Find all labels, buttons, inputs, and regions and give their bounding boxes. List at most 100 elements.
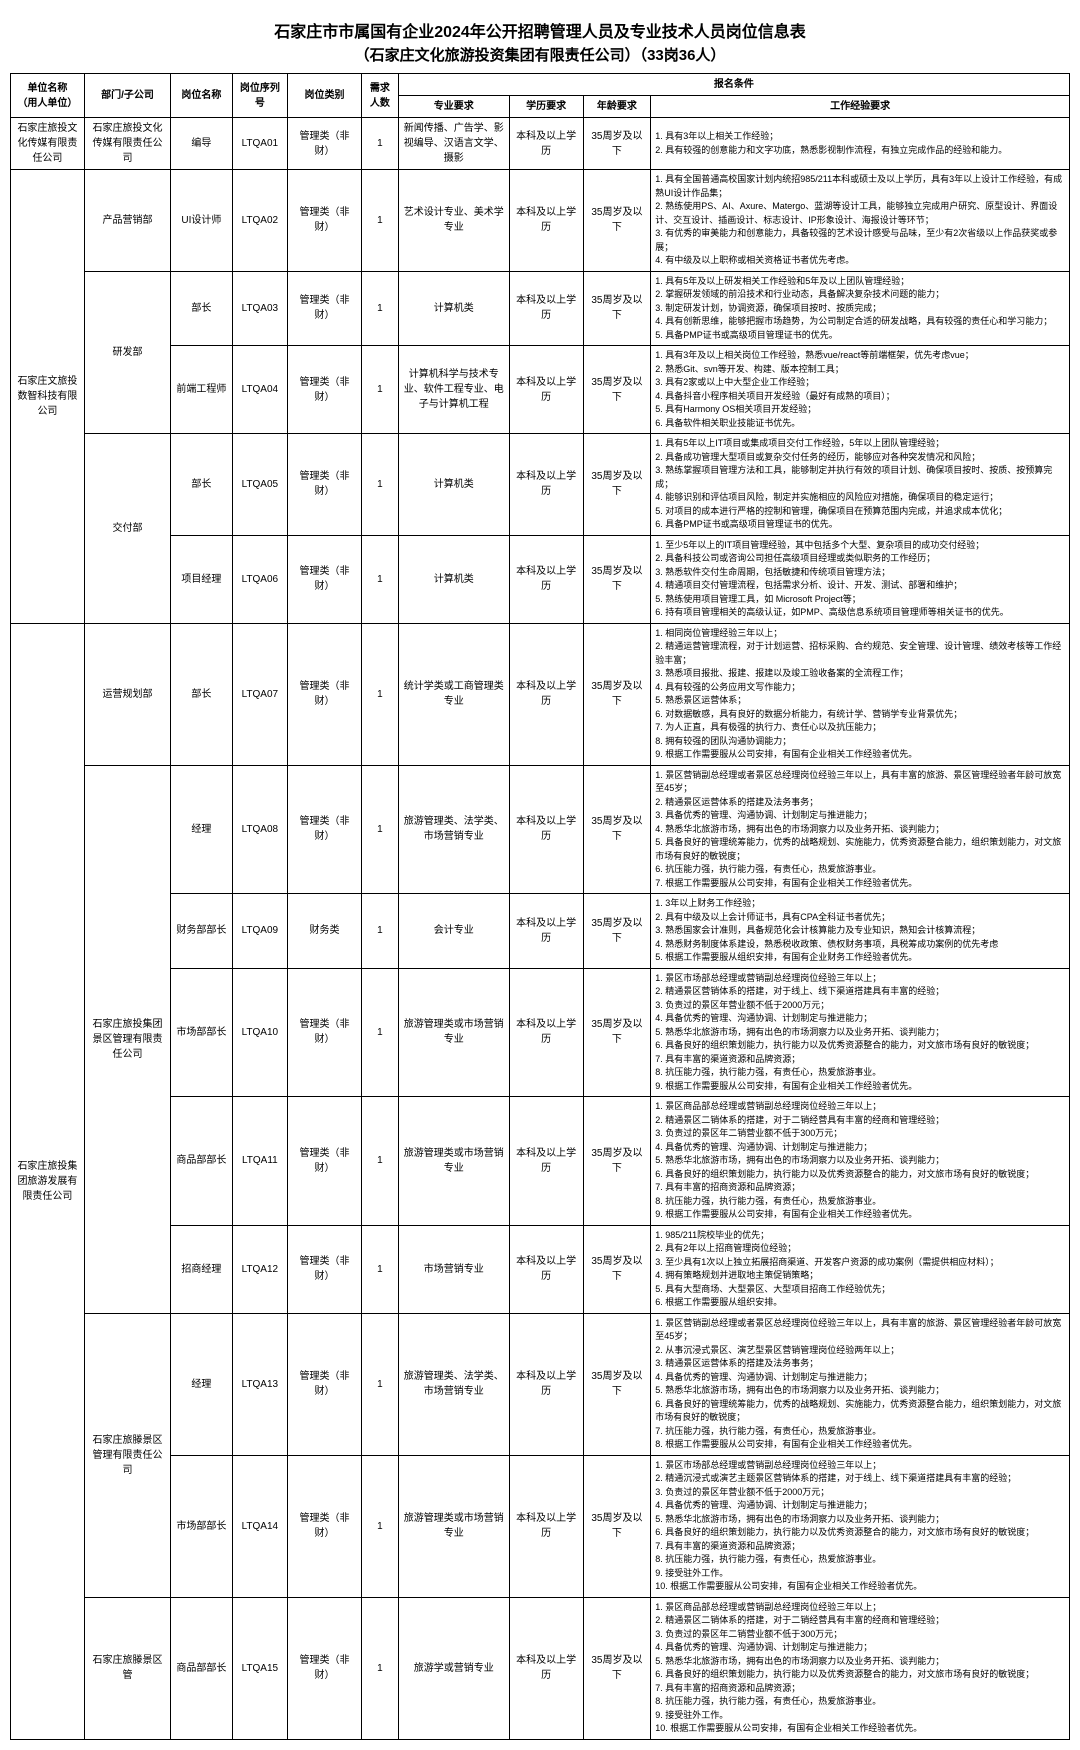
cell-age: 35周岁及以下 (583, 170, 651, 272)
th-num: 需求人数 (361, 74, 398, 118)
cell-cat: 管理类（非财） (288, 1597, 362, 1739)
cell-major: 旅游管理类、法学类、市场营销专业 (398, 1313, 509, 1455)
cell-dept: 石家庄旅滕景区管 (84, 1597, 170, 1739)
cell-job: 市场部部长 (171, 968, 233, 1097)
cell-job: 经理 (171, 765, 233, 894)
cell-major: 旅游管理类或市场营销专业 (398, 1097, 509, 1226)
cell-edu: 本科及以上学历 (509, 765, 583, 894)
cell-age: 35周岁及以下 (583, 968, 651, 1097)
th-code: 岗位序列号 (232, 74, 287, 118)
cell-job: 招商经理 (171, 1225, 233, 1313)
cell-edu: 本科及以上学历 (509, 1313, 583, 1455)
cell-code: LTQA11 (232, 1097, 287, 1226)
cell-major: 旅游管理类或市场营销专业 (398, 1455, 509, 1597)
cell-edu: 本科及以上学历 (509, 623, 583, 765)
cell-job: 部长 (171, 271, 233, 346)
cell-code: LTQA13 (232, 1313, 287, 1455)
th-exp: 工作经验要求 (651, 96, 1070, 118)
cell-age: 35周岁及以下 (583, 118, 651, 170)
cell-major: 计算机类 (398, 271, 509, 346)
cell-age: 35周岁及以下 (583, 346, 651, 434)
cell-cat: 管理类（非财） (288, 1313, 362, 1455)
cell-edu: 本科及以上学历 (509, 1225, 583, 1313)
table-row: 石家庄旅投文化传媒有限责任公司石家庄旅投文化传媒有限责任公司编导LTQA01管理… (11, 118, 1070, 170)
cell-edu: 本科及以上学历 (509, 118, 583, 170)
th-major: 专业要求 (398, 96, 509, 118)
th-dept: 部门/子公司 (84, 74, 170, 118)
cell-exp: 1. 985/211院校毕业的优先；2. 具有2年以上招商管理岗位经验；3. 至… (651, 1225, 1070, 1313)
cell-job: UI设计师 (171, 170, 233, 272)
cell-age: 35周岁及以下 (583, 765, 651, 894)
cell-major: 计算机类 (398, 535, 509, 623)
cell-cat: 管理类（非财） (288, 968, 362, 1097)
cell-age: 35周岁及以下 (583, 1313, 651, 1455)
cell-cat: 管理类（非财） (288, 118, 362, 170)
cell-edu: 本科及以上学历 (509, 170, 583, 272)
cell-cat: 管理类（非财） (288, 1225, 362, 1313)
th-job: 岗位名称 (171, 74, 233, 118)
cell-major: 会计专业 (398, 894, 509, 969)
table-row: 石家庄旅滕景区管商品部部长LTQA15管理类（非财）1旅游学或营销专业本科及以上… (11, 1597, 1070, 1739)
table-row: 石家庄旅投集团景区管理有限责任公司经理LTQA08管理类（非财）1旅游管理类、法… (11, 765, 1070, 894)
cell-job: 部长 (171, 623, 233, 765)
cell-code: LTQA06 (232, 535, 287, 623)
cell-edu: 本科及以上学历 (509, 1097, 583, 1226)
cell-edu: 本科及以上学历 (509, 1597, 583, 1739)
cell-unit: 石家庄旅投文化传媒有限责任公司 (11, 118, 85, 170)
cell-dept: 运营规划部 (84, 623, 170, 765)
cell-edu: 本科及以上学历 (509, 968, 583, 1097)
cell-exp: 1. 景区商品部总经理或营销副总经理岗位经验三年以上；2. 精通景区二销体系的搭… (651, 1097, 1070, 1226)
cell-job: 项目经理 (171, 535, 233, 623)
cell-code: LTQA04 (232, 346, 287, 434)
cell-age: 35周岁及以下 (583, 1225, 651, 1313)
page-title: 石家庄市市属国有企业2024年公开招聘管理人员及专业技术人员岗位信息表 (10, 18, 1070, 42)
cell-exp: 1. 具有3年以上相关工作经验；2. 具有较强的创意能力和文字功底，熟悉影视制作… (651, 118, 1070, 170)
cell-job: 部长 (171, 434, 233, 536)
cell-edu: 本科及以上学历 (509, 1455, 583, 1597)
cell-code: LTQA10 (232, 968, 287, 1097)
cell-code: LTQA01 (232, 118, 287, 170)
cell-job: 商品部部长 (171, 1597, 233, 1739)
cell-major: 旅游管理类、法学类、市场营销专业 (398, 765, 509, 894)
cell-exp: 1. 具有5年以上IT项目或集成项目交付工作经验，5年以上团队管理经验；2. 具… (651, 434, 1070, 536)
cell-num: 1 (361, 623, 398, 765)
cell-edu: 本科及以上学历 (509, 535, 583, 623)
cell-exp: 1. 景区营销副总经理或者景区总经理岗位经验三年以上，具有丰富的旅游、景区管理经… (651, 1313, 1070, 1455)
cell-major: 统计学类或工商管理类专业 (398, 623, 509, 765)
cell-num: 1 (361, 271, 398, 346)
cell-dept: 交付部 (84, 434, 170, 624)
cell-code: LTQA07 (232, 623, 287, 765)
cell-exp: 1. 景区市场部总经理或营销副总经理岗位经验三年以上；2. 精通景区营销体系的搭… (651, 968, 1070, 1097)
cell-major: 市场营销专业 (398, 1225, 509, 1313)
cell-cat: 财务类 (288, 894, 362, 969)
cell-dept: 石家庄旅滕景区管理有限责任公司 (84, 1313, 170, 1597)
table-row: 石家庄旅投集团旅游发展有限责任公司运营规划部部长LTQA07管理类（非财）1统计… (11, 623, 1070, 765)
cell-cat: 管理类（非财） (288, 346, 362, 434)
cell-unit: 石家庄旅投集团旅游发展有限责任公司 (11, 623, 85, 1739)
cell-age: 35周岁及以下 (583, 1597, 651, 1739)
cell-age: 35周岁及以下 (583, 434, 651, 536)
cell-major: 旅游学或营销专业 (398, 1597, 509, 1739)
cell-exp: 1. 至少5年以上的IT项目管理经验，其中包括多个大型、复杂项目的成功交付经验；… (651, 535, 1070, 623)
cell-num: 1 (361, 894, 398, 969)
cell-num: 1 (361, 1597, 398, 1739)
table-row: 石家庄文旅投数智科技有限公司产品营销部UI设计师LTQA02管理类（非财）1艺术… (11, 170, 1070, 272)
cell-cat: 管理类（非财） (288, 271, 362, 346)
cell-edu: 本科及以上学历 (509, 894, 583, 969)
cell-num: 1 (361, 118, 398, 170)
cell-code: LTQA02 (232, 170, 287, 272)
cell-job: 经理 (171, 1313, 233, 1455)
cell-dept: 石家庄旅投集团景区管理有限责任公司 (84, 765, 170, 1313)
cell-major: 计算机类 (398, 434, 509, 536)
cell-cat: 管理类（非财） (288, 434, 362, 536)
cell-exp: 1. 景区商品部总经理或营销副总经理岗位经验三年以上；2. 精通景区二销体系的搭… (651, 1597, 1070, 1739)
cell-num: 1 (361, 170, 398, 272)
cell-code: LTQA05 (232, 434, 287, 536)
cell-age: 35周岁及以下 (583, 1455, 651, 1597)
cell-cat: 管理类（非财） (288, 765, 362, 894)
cell-num: 1 (361, 968, 398, 1097)
cell-exp: 1. 相同岗位管理经验三年以上；2. 精通运营管理流程，对于计划运营、招标采购、… (651, 623, 1070, 765)
cell-job: 市场部部长 (171, 1455, 233, 1597)
cell-code: LTQA09 (232, 894, 287, 969)
cell-cat: 管理类（非财） (288, 623, 362, 765)
